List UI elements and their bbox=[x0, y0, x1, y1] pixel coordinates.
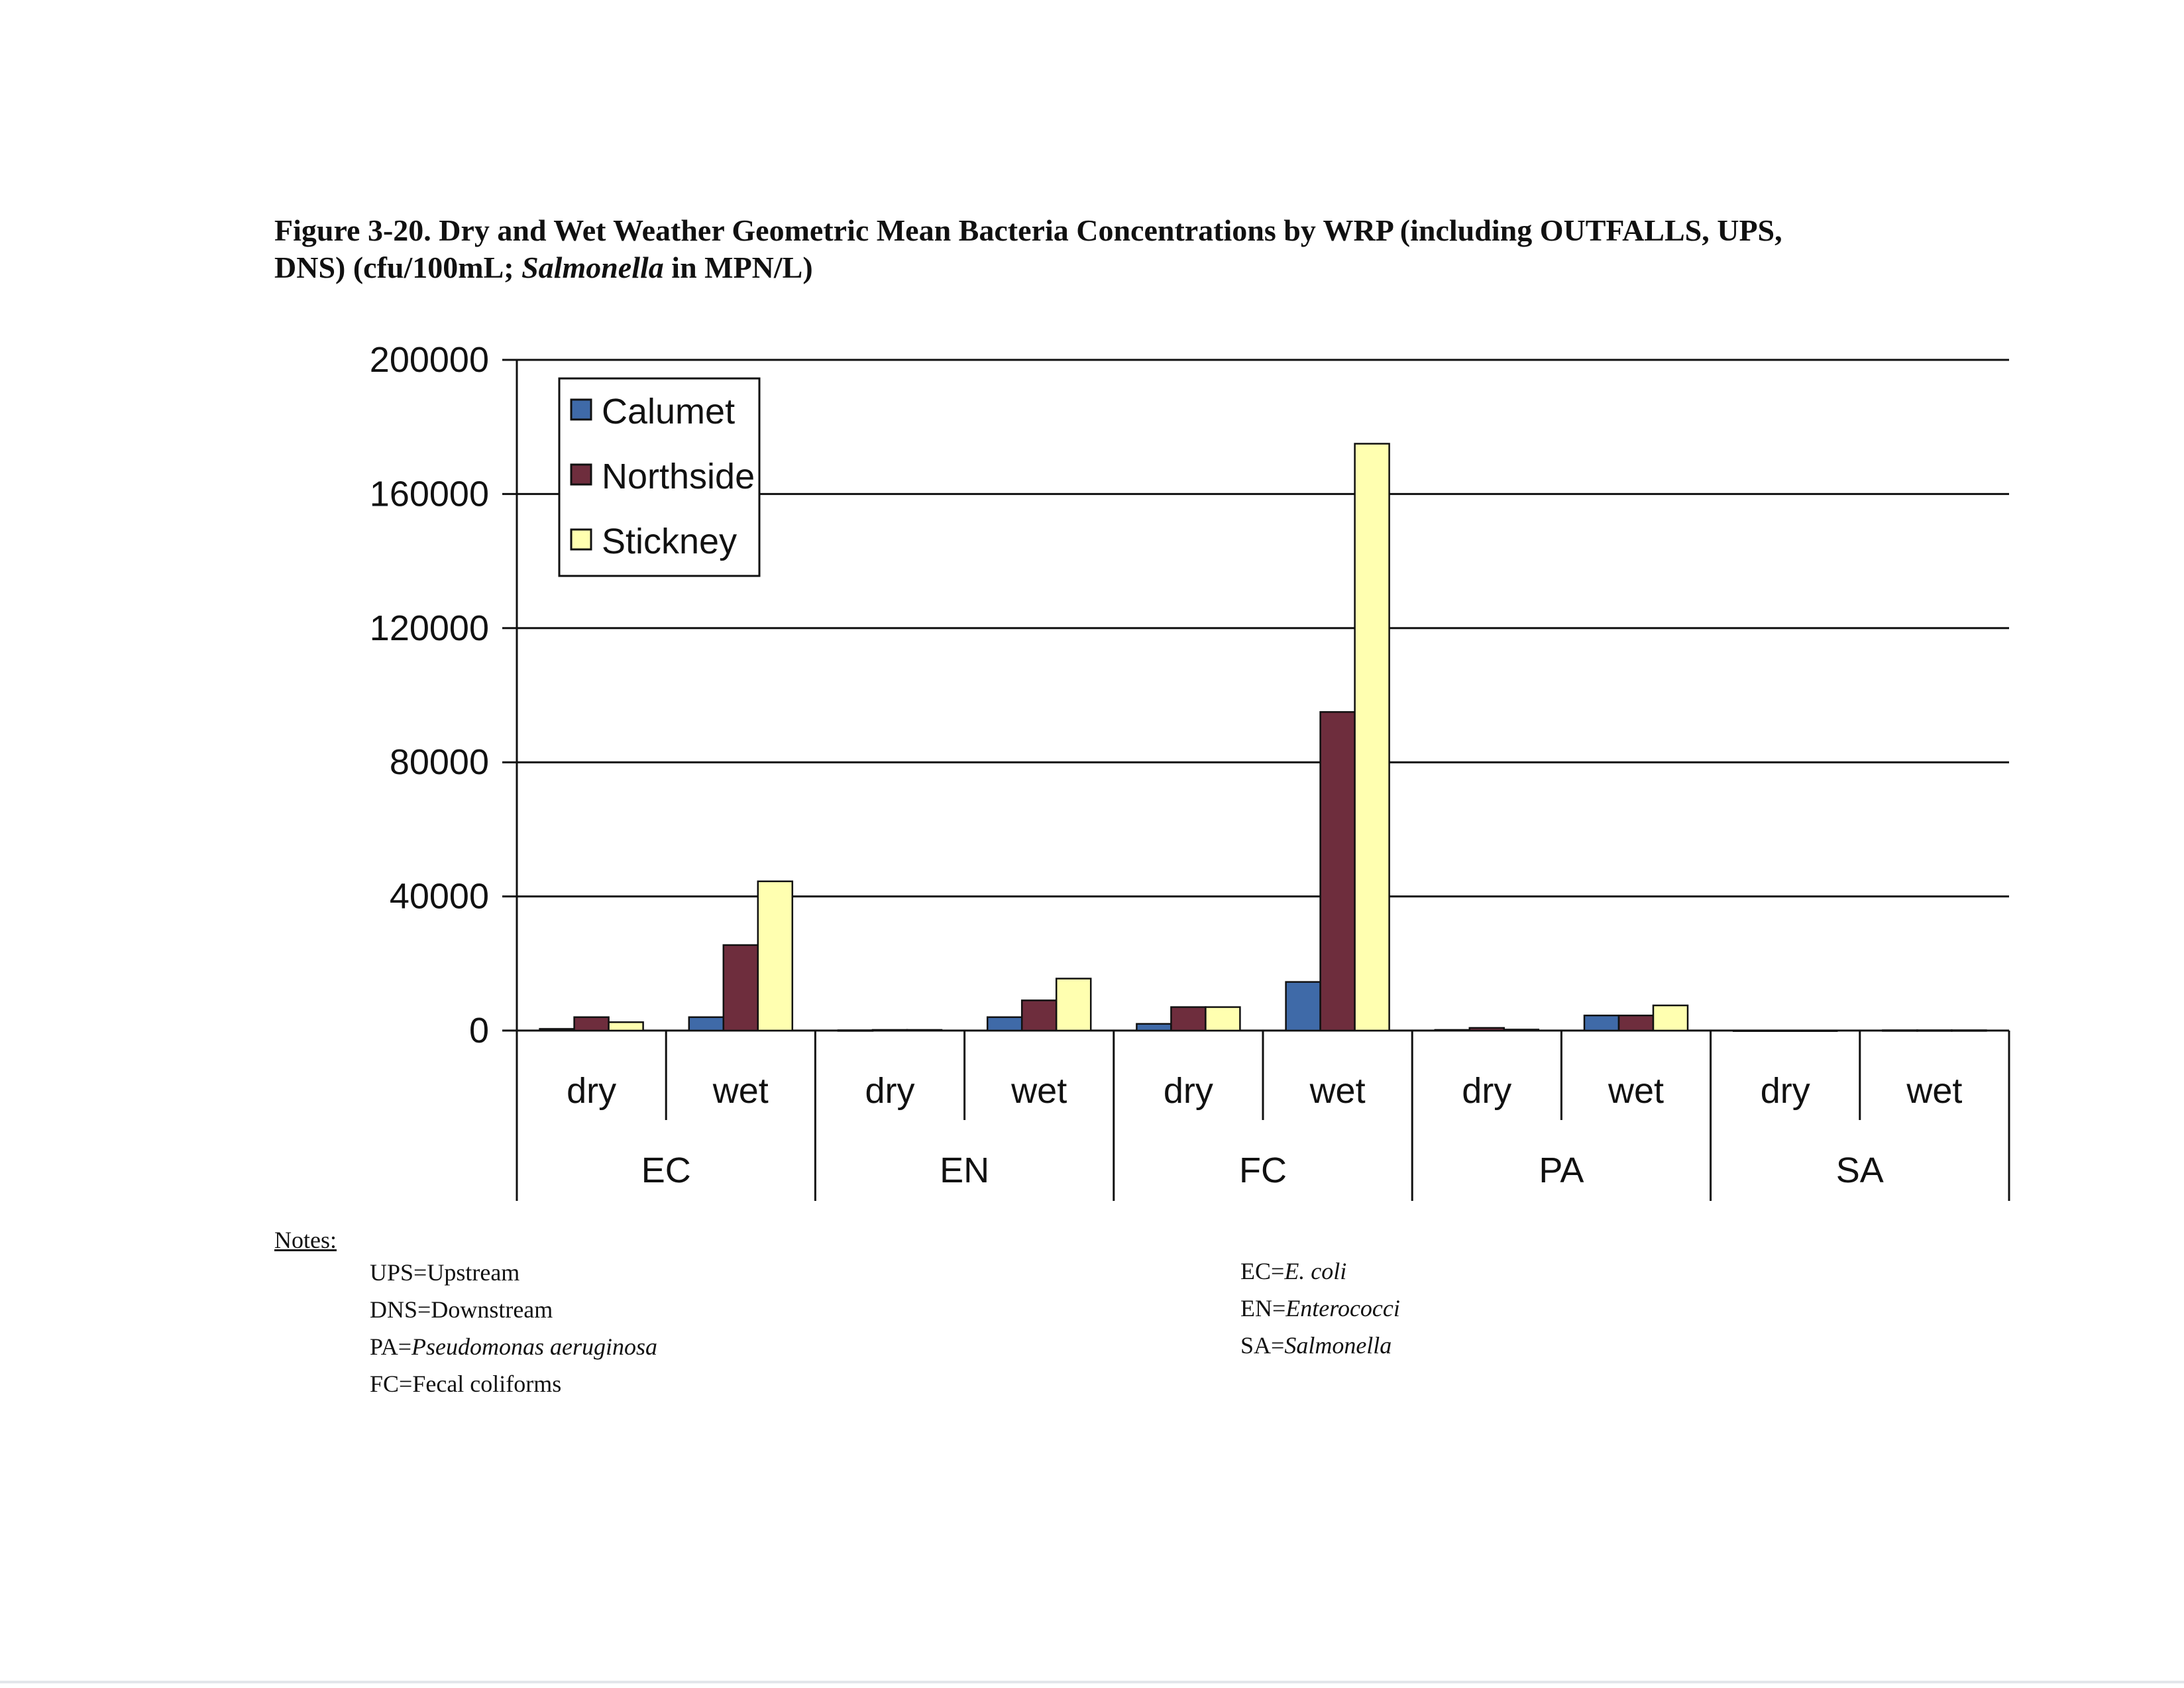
note-item: PA=Pseudomonas aeruginosa bbox=[370, 1328, 657, 1365]
bar bbox=[1354, 443, 1390, 1032]
notes-right-column: EC=E. coli EN=Enterococci SA=Salmonella bbox=[1240, 1253, 1400, 1364]
bar bbox=[1319, 711, 1356, 1032]
note-term: Enterococci bbox=[1285, 1295, 1400, 1322]
bar bbox=[688, 1016, 725, 1032]
legend-label: Northside bbox=[602, 457, 755, 496]
caption-salmonella: Salmonella bbox=[521, 251, 664, 284]
bar bbox=[1170, 1006, 1207, 1032]
notes-left-column: UPS=Upstream DNS=Downstream PA=Pseudomonas… bbox=[370, 1254, 657, 1402]
legend-swatch bbox=[570, 463, 592, 486]
bar bbox=[871, 1029, 908, 1032]
x-tick-label: dry bbox=[1462, 1071, 1511, 1111]
x-tick-label: wet bbox=[712, 1071, 769, 1111]
note-abbreviation: EC= bbox=[1240, 1258, 1285, 1284]
note-abbreviation: EN= bbox=[1240, 1295, 1286, 1322]
bar bbox=[1136, 1023, 1172, 1032]
bar bbox=[608, 1021, 644, 1032]
bar bbox=[1468, 1027, 1505, 1032]
caption-line-1: Figure 3-20. Dry and Wet Weather Geometr… bbox=[274, 213, 1782, 247]
figure-caption: Figure 3-20. Dry and Wet Weather Geometr… bbox=[274, 212, 1931, 286]
caption-line-2: DNS) (cfu/100mL; Salmonella in MPN/L) bbox=[274, 249, 1931, 286]
y-tick-label: 0 bbox=[469, 1011, 489, 1050]
legend-swatch bbox=[570, 528, 592, 551]
x-tick-label: dry bbox=[865, 1071, 914, 1111]
y-tick-label: 80000 bbox=[390, 742, 489, 782]
bar bbox=[1434, 1029, 1471, 1032]
notes-title: Notes: bbox=[274, 1227, 337, 1253]
note-item: EN=Enterococci bbox=[1240, 1290, 1400, 1327]
bar bbox=[1205, 1006, 1241, 1032]
note-abbreviation: UPS= bbox=[370, 1259, 427, 1286]
caption-line-2-start: DNS) (cfu/100mL; bbox=[274, 251, 522, 284]
bar bbox=[1652, 1004, 1689, 1032]
group-label: FC bbox=[1239, 1151, 1287, 1190]
note-term: Downstream bbox=[431, 1296, 553, 1323]
note-term: Fecal coliforms bbox=[412, 1371, 562, 1397]
bar bbox=[837, 1029, 874, 1032]
bar bbox=[986, 1016, 1023, 1032]
bar bbox=[573, 1016, 610, 1032]
x-tick-label: dry bbox=[1761, 1071, 1810, 1111]
legend-swatch bbox=[570, 398, 592, 421]
note-abbreviation: FC= bbox=[370, 1371, 413, 1397]
caption-line-2-end: in MPN/L) bbox=[663, 251, 813, 284]
bar bbox=[1583, 1014, 1620, 1032]
y-tick-label: 200000 bbox=[370, 340, 489, 380]
x-tick-label: dry bbox=[1164, 1071, 1213, 1111]
bar bbox=[539, 1028, 575, 1032]
note-item: FC=Fecal coliforms bbox=[370, 1365, 657, 1402]
note-abbreviation: SA= bbox=[1240, 1332, 1285, 1359]
y-tick-label: 40000 bbox=[390, 877, 489, 917]
page-edge-line bbox=[0, 1681, 2184, 1683]
bar bbox=[1916, 1029, 1953, 1032]
x-tick-label: wet bbox=[1906, 1071, 1962, 1111]
bar bbox=[1055, 978, 1092, 1032]
x-tick-label: dry bbox=[567, 1071, 616, 1111]
group-label: SA bbox=[1836, 1151, 1884, 1190]
note-term: Salmonella bbox=[1284, 1332, 1392, 1359]
bar bbox=[722, 944, 759, 1032]
bar bbox=[906, 1029, 943, 1032]
x-tick-label: wet bbox=[1010, 1071, 1067, 1111]
note-abbreviation: DNS= bbox=[370, 1296, 431, 1323]
note-item: DNS=Downstream bbox=[370, 1291, 657, 1328]
bar bbox=[1020, 999, 1058, 1032]
legend-label: Calumet bbox=[602, 392, 735, 431]
bar bbox=[1617, 1014, 1655, 1032]
note-term: Pseudomonas aeruginosa bbox=[411, 1333, 658, 1360]
legend-label: Stickney bbox=[602, 522, 737, 561]
note-item: SA=Salmonella bbox=[1240, 1327, 1400, 1364]
group-label: PA bbox=[1539, 1151, 1584, 1190]
bar bbox=[757, 880, 794, 1032]
group-label: EN bbox=[940, 1151, 989, 1190]
bar bbox=[1951, 1029, 1987, 1032]
group-label: EC bbox=[641, 1151, 691, 1190]
note-abbreviation: PA= bbox=[370, 1333, 412, 1360]
x-tick-label: wet bbox=[1608, 1071, 1664, 1111]
note-term: Upstream bbox=[427, 1259, 520, 1286]
bar bbox=[1882, 1029, 1918, 1032]
bar bbox=[1503, 1029, 1540, 1032]
y-tick-label: 120000 bbox=[370, 608, 489, 648]
note-item: UPS=Upstream bbox=[370, 1254, 657, 1291]
note-item: EC=E. coli bbox=[1240, 1253, 1400, 1290]
bar-chart: 200000 160000 120000 80000 40000 0 dry wet dry we… bbox=[370, 340, 2010, 1201]
x-tick-label: wet bbox=[1309, 1071, 1366, 1111]
note-term: E. coli bbox=[1284, 1258, 1347, 1284]
y-tick-label: 160000 bbox=[370, 474, 489, 514]
bar bbox=[1285, 981, 1321, 1032]
legend-box bbox=[558, 377, 761, 577]
